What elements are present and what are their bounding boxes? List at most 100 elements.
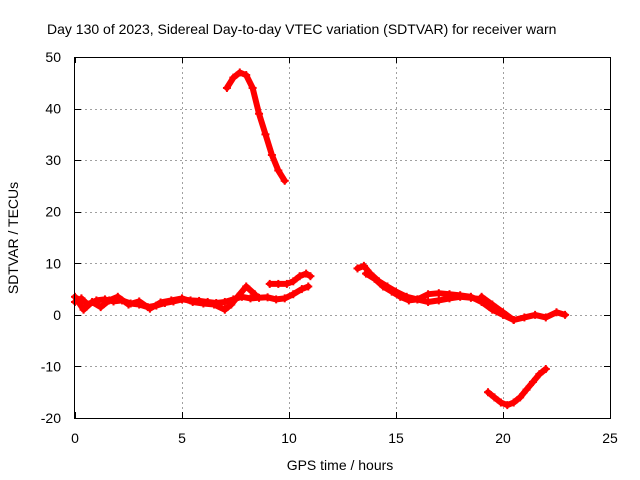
series-track-6 — [363, 270, 517, 323]
data-point — [263, 293, 272, 302]
data-point — [250, 290, 259, 299]
y-tick-label: 0 — [53, 307, 61, 323]
data-point — [477, 292, 486, 301]
data-point — [88, 297, 97, 306]
data-point — [541, 365, 550, 374]
data-point — [496, 398, 505, 407]
data-point — [280, 294, 289, 303]
data-point — [105, 296, 114, 305]
data-point — [302, 269, 311, 278]
data-point — [167, 296, 176, 305]
series-layer — [71, 68, 570, 410]
data-point — [488, 300, 497, 309]
x-tick-label: 5 — [178, 430, 186, 446]
data-point — [456, 291, 465, 300]
data-point — [509, 316, 518, 325]
data-point — [233, 292, 242, 301]
data-point — [304, 282, 313, 291]
y-tick-label: 10 — [45, 255, 61, 271]
data-point — [490, 393, 499, 402]
data-point — [274, 279, 283, 288]
data-point — [227, 300, 236, 309]
data-point — [289, 290, 298, 299]
data-point — [220, 297, 229, 306]
data-point — [220, 305, 229, 314]
data-point — [387, 287, 396, 296]
data-point — [434, 296, 443, 305]
data-point — [255, 109, 264, 118]
data-point — [248, 83, 257, 92]
chart-title: Day 130 of 2023, Sidereal Day-to-day VTE… — [47, 21, 556, 37]
x-axis-label: GPS time / hours — [287, 457, 394, 473]
data-point — [531, 310, 540, 319]
tick-layer: 0 5 10 15 20 25 -20 -10 0 10 20 30 40 50 — [41, 49, 618, 446]
data-point — [509, 398, 518, 407]
data-point — [274, 166, 283, 175]
x-tick-label: 15 — [388, 430, 404, 446]
data-point — [113, 292, 122, 301]
data-point — [222, 83, 231, 92]
data-point — [561, 310, 570, 319]
data-point — [246, 294, 255, 303]
data-point — [306, 272, 315, 281]
data-point — [424, 297, 433, 306]
data-point — [522, 385, 531, 394]
data-point — [359, 261, 368, 270]
data-point — [267, 150, 276, 159]
data-point — [424, 290, 433, 299]
data-point — [199, 299, 208, 308]
data-point — [535, 370, 544, 379]
data-point — [353, 264, 362, 273]
x-tick-label: 10 — [281, 430, 297, 446]
data-point — [156, 298, 165, 307]
data-point — [210, 300, 219, 309]
data-point — [255, 293, 264, 302]
data-point — [370, 274, 379, 283]
y-axis-label: SDTVAR / TECUs — [5, 182, 21, 294]
data-point — [552, 308, 561, 317]
data-point — [445, 290, 454, 299]
data-point — [242, 282, 251, 291]
data-point — [528, 377, 537, 386]
y-tick-label: 50 — [45, 49, 61, 65]
data-point — [404, 296, 413, 305]
data-point — [503, 401, 512, 410]
series-track-3 — [223, 69, 288, 184]
data-point — [261, 130, 270, 139]
series-track-4 — [266, 270, 314, 287]
y-tick-label: -20 — [41, 410, 61, 426]
data-point — [282, 279, 291, 288]
data-point — [434, 289, 443, 298]
y-tick-label: 20 — [45, 204, 61, 220]
data-point — [242, 71, 251, 80]
x-tick-label: 0 — [71, 430, 79, 446]
data-point — [541, 313, 550, 322]
data-point — [484, 388, 493, 397]
data-point — [289, 277, 298, 286]
data-point — [297, 285, 306, 294]
data-point — [280, 176, 289, 185]
data-point — [272, 295, 281, 304]
data-point — [188, 297, 197, 306]
data-point — [229, 73, 238, 82]
data-point — [135, 297, 144, 306]
data-point — [295, 272, 304, 281]
y-tick-label: -10 — [41, 358, 61, 374]
data-point — [379, 282, 388, 291]
data-point — [124, 300, 133, 309]
data-point — [516, 393, 525, 402]
data-point — [396, 292, 405, 301]
data-point — [520, 313, 529, 322]
data-point — [145, 304, 154, 313]
data-point — [235, 68, 244, 77]
y-tick-label: 40 — [45, 101, 61, 117]
data-point — [362, 269, 371, 278]
x-tick-label: 20 — [495, 430, 511, 446]
data-point — [499, 308, 507, 317]
grid-layer — [75, 57, 610, 418]
data-point — [79, 305, 88, 314]
y-tick-label: 30 — [45, 152, 61, 168]
data-point — [178, 294, 186, 303]
